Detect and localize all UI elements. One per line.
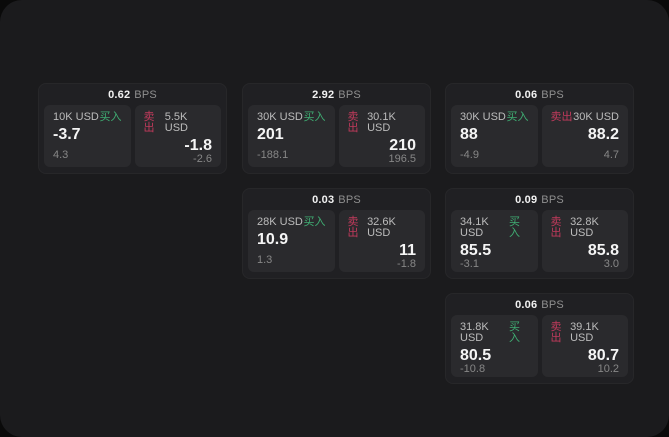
sell-tag: 卖出 bbox=[550, 111, 573, 123]
sell-pane[interactable]: 卖出 30K USD 88.2 4.7 bbox=[541, 105, 628, 167]
quote-card: 2.92 BPS 30K USD 买入 201 -188.1 卖出 30.1K … bbox=[242, 83, 431, 174]
bps-header: 2.92 BPS bbox=[243, 84, 430, 105]
buy-pane[interactable]: 34.1K USD 买入 85.5 -3.1 bbox=[451, 210, 538, 272]
sell-tag: 卖出 bbox=[347, 216, 359, 239]
bps-unit-label: BPS bbox=[134, 88, 157, 101]
sell-size-label: 5.5K USD bbox=[164, 111, 188, 134]
sell-price: 88.2 bbox=[587, 126, 619, 143]
buy-tag: 买入 bbox=[303, 111, 326, 123]
buy-delta: -188.1 bbox=[257, 149, 289, 161]
bps-unit-label: BPS bbox=[541, 88, 564, 101]
quote-card: 0.06 BPS 31.8K USD 买入 80.5 -10.8 卖出 39.1… bbox=[445, 293, 634, 384]
sell-delta: 10.2 bbox=[597, 363, 619, 375]
sell-pane[interactable]: 卖出 32.6K USD 11 -1.8 bbox=[338, 210, 425, 272]
buy-size-label: 30K USD bbox=[257, 111, 303, 123]
bps-unit-label: BPS bbox=[541, 193, 564, 206]
sell-delta: 3.0 bbox=[603, 258, 619, 270]
buy-price: 85.5 bbox=[460, 242, 492, 259]
buy-price: 10.9 bbox=[257, 231, 289, 248]
quote-card-body: 30K USD 买入 88 -4.9 卖出 30K USD 88.2 4.7 bbox=[446, 105, 633, 167]
sell-delta: -1.8 bbox=[397, 258, 416, 270]
buy-tag: 买入 bbox=[303, 216, 326, 228]
sell-size-label: 39.1K USD bbox=[570, 321, 599, 344]
buy-size-label: 10K USD bbox=[53, 111, 99, 123]
sell-size-label: 30.1K USD bbox=[367, 111, 396, 134]
buy-pane[interactable]: 30K USD 买入 88 -4.9 bbox=[451, 105, 538, 167]
buy-delta: -3.1 bbox=[460, 258, 479, 270]
buy-pane[interactable]: 10K USD 买入 -3.7 4.3 bbox=[44, 105, 131, 167]
buy-tag: 买入 bbox=[508, 321, 520, 344]
sell-pane[interactable]: 卖出 39.1K USD 80.7 10.2 bbox=[541, 315, 628, 377]
quote-card-body: 31.8K USD 买入 80.5 -10.8 卖出 39.1K USD 80.… bbox=[446, 315, 633, 377]
quote-card-body: 10K USD 买入 -3.7 4.3 卖出 5.5K USD -1.8 -2.… bbox=[39, 105, 226, 167]
quote-card: 0.06 BPS 30K USD 买入 88 -4.9 卖出 30K USD 8… bbox=[445, 83, 634, 174]
bps-header: 0.09 BPS bbox=[446, 189, 633, 210]
sell-size-label: 32.8K USD bbox=[570, 216, 599, 239]
bps-unit-label: BPS bbox=[338, 88, 361, 101]
sell-pane[interactable]: 卖出 30.1K USD 210 196.5 bbox=[338, 105, 425, 167]
buy-pane[interactable]: 28K USD 买入 10.9 1.3 bbox=[248, 210, 335, 272]
bps-value: 0.03 bbox=[312, 193, 335, 206]
sell-size-label: 32.6K USD bbox=[367, 216, 396, 239]
buy-tag: 买入 bbox=[508, 216, 520, 239]
buy-delta: 4.3 bbox=[53, 149, 69, 161]
sell-price: 210 bbox=[389, 137, 416, 154]
sell-price: 11 bbox=[399, 242, 416, 259]
bps-unit-label: BPS bbox=[338, 193, 361, 206]
sell-pane[interactable]: 卖出 32.8K USD 85.8 3.0 bbox=[541, 210, 628, 272]
buy-size-label: 34.1K USD bbox=[460, 216, 489, 239]
bps-header: 0.06 BPS bbox=[446, 84, 633, 105]
sell-delta: 4.7 bbox=[603, 149, 619, 161]
buy-tag: 买入 bbox=[506, 111, 529, 123]
sell-pane[interactable]: 卖出 5.5K USD -1.8 -2.6 bbox=[134, 105, 221, 167]
bps-value: 2.92 bbox=[312, 88, 335, 101]
sell-size-label: 30K USD bbox=[573, 111, 619, 123]
buy-size-label: 30K USD bbox=[460, 111, 506, 123]
buy-delta: -10.8 bbox=[460, 363, 486, 375]
sell-delta: 196.5 bbox=[388, 153, 416, 165]
buy-delta: -4.9 bbox=[460, 149, 479, 161]
buy-delta: 1.3 bbox=[257, 254, 273, 266]
buy-tag: 买入 bbox=[99, 111, 122, 123]
quote-card: 0.03 BPS 28K USD 买入 10.9 1.3 卖出 32.6K US… bbox=[242, 188, 431, 279]
sell-price: 80.7 bbox=[587, 347, 619, 364]
bps-value: 0.06 bbox=[515, 298, 538, 311]
quote-card-body: 30K USD 买入 201 -188.1 卖出 30.1K USD 210 1… bbox=[243, 105, 430, 167]
buy-price: 80.5 bbox=[460, 347, 492, 364]
bps-value: 0.09 bbox=[515, 193, 538, 206]
quote-card-body: 34.1K USD 买入 85.5 -3.1 卖出 32.8K USD 85.8… bbox=[446, 210, 633, 272]
buy-size-label: 31.8K USD bbox=[460, 321, 489, 344]
buy-size-label: 28K USD bbox=[257, 216, 303, 228]
bps-value: 0.06 bbox=[515, 88, 538, 101]
sell-price: -1.8 bbox=[184, 137, 212, 154]
sell-tag: 卖出 bbox=[347, 111, 359, 134]
sell-tag: 卖出 bbox=[550, 321, 562, 344]
sell-price: 85.8 bbox=[587, 242, 619, 259]
sell-tag: 卖出 bbox=[143, 111, 155, 134]
quote-card: 0.62 BPS 10K USD 买入 -3.7 4.3 卖出 5.5K USD… bbox=[38, 83, 227, 174]
sell-tag: 卖出 bbox=[550, 216, 562, 239]
bps-header: 0.03 BPS bbox=[243, 189, 430, 210]
buy-pane[interactable]: 30K USD 买入 201 -188.1 bbox=[248, 105, 335, 167]
bps-value: 0.62 bbox=[108, 88, 131, 101]
buy-pane[interactable]: 31.8K USD 买入 80.5 -10.8 bbox=[451, 315, 538, 377]
quote-card: 0.09 BPS 34.1K USD 买入 85.5 -3.1 卖出 32.8K… bbox=[445, 188, 634, 279]
buy-price: 201 bbox=[257, 126, 284, 143]
buy-price: -3.7 bbox=[53, 126, 81, 143]
buy-price: 88 bbox=[460, 126, 478, 143]
sell-delta: -2.6 bbox=[193, 153, 212, 165]
bps-header: 0.06 BPS bbox=[446, 294, 633, 315]
quote-card-body: 28K USD 买入 10.9 1.3 卖出 32.6K USD 11 -1.8 bbox=[243, 210, 430, 272]
bps-unit-label: BPS bbox=[541, 298, 564, 311]
bps-header: 0.62 BPS bbox=[39, 84, 226, 105]
